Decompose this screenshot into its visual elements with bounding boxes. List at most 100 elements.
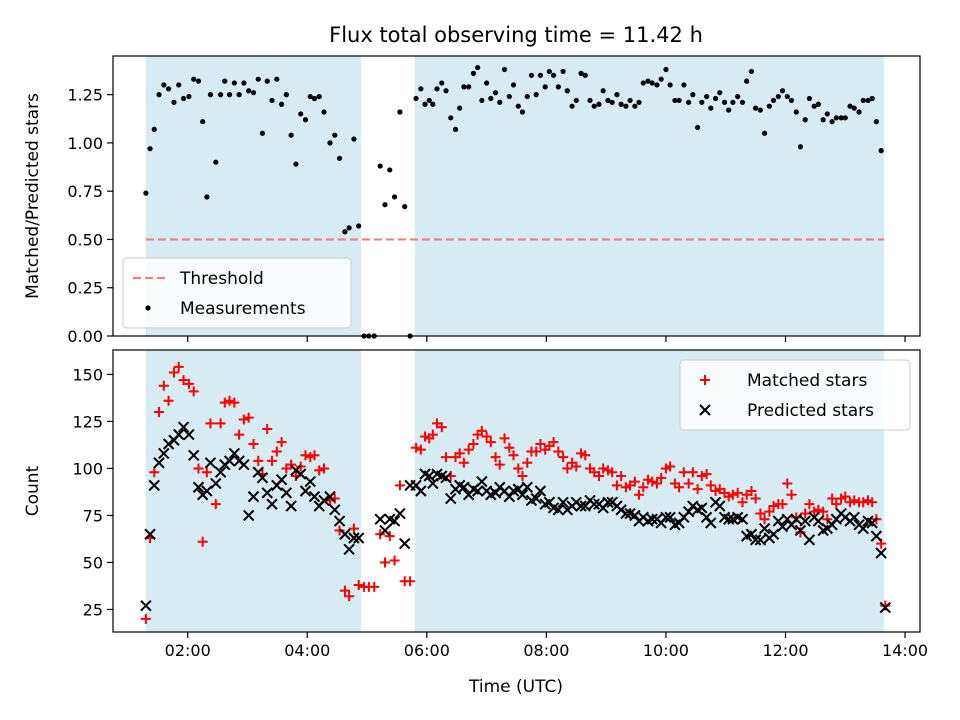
data-point xyxy=(557,496,569,508)
data-point xyxy=(299,485,312,497)
data-point xyxy=(247,490,260,503)
data-point xyxy=(609,99,615,105)
x-tick-label: 06:00 xyxy=(404,641,450,660)
data-point xyxy=(550,72,557,78)
data-point xyxy=(149,467,160,478)
data-point xyxy=(516,489,529,501)
data-point xyxy=(210,477,222,490)
data-point xyxy=(867,497,878,508)
data-point xyxy=(379,524,391,537)
data-point xyxy=(575,500,587,512)
data-point xyxy=(439,80,445,86)
data-point xyxy=(620,507,632,520)
data-point xyxy=(519,109,526,115)
data-point xyxy=(857,522,869,535)
data-point xyxy=(197,536,208,547)
data-point xyxy=(767,528,780,540)
data-point xyxy=(558,452,569,463)
data-point xyxy=(848,511,860,524)
data-point xyxy=(512,483,525,495)
data-point xyxy=(815,101,821,107)
data-point xyxy=(508,450,519,461)
data-point xyxy=(755,508,766,519)
data-point xyxy=(636,99,642,105)
data-point xyxy=(690,92,696,98)
data-point xyxy=(205,418,216,429)
data-point xyxy=(177,421,190,433)
data-point xyxy=(768,501,779,512)
data-point xyxy=(727,489,738,500)
data-point xyxy=(448,115,454,121)
data-point xyxy=(243,412,254,423)
data-point xyxy=(646,513,658,525)
data-point xyxy=(161,82,167,88)
data-point xyxy=(140,613,151,624)
data-point xyxy=(261,487,273,499)
data-point xyxy=(276,437,287,448)
data-point xyxy=(318,494,330,507)
data-point xyxy=(436,422,447,433)
y-tick-label: 0.25 xyxy=(67,279,103,298)
data-point xyxy=(569,103,575,109)
y-tick-label: 150 xyxy=(72,365,103,384)
data-point xyxy=(865,97,871,104)
data-point xyxy=(188,386,199,397)
data-point xyxy=(195,78,202,84)
data-point xyxy=(548,437,559,448)
data-point xyxy=(838,115,844,121)
legend-x-handle xyxy=(699,404,711,416)
data-point xyxy=(304,475,316,488)
data-point xyxy=(173,361,184,372)
data-point xyxy=(476,425,487,436)
data-point xyxy=(440,472,452,484)
x-tick-label: 14:00 xyxy=(882,641,928,660)
chart-title: Flux total observing time = 11.42 h xyxy=(329,23,703,47)
data-point xyxy=(860,97,866,104)
data-point xyxy=(640,80,646,86)
data-point xyxy=(470,70,477,76)
data-point xyxy=(253,455,264,466)
data-point xyxy=(391,194,398,200)
data-point xyxy=(818,506,829,517)
data-point xyxy=(308,490,321,503)
data-point xyxy=(402,204,408,210)
data-point xyxy=(770,97,777,104)
data-point xyxy=(840,491,851,502)
data-point xyxy=(866,517,878,529)
data-point xyxy=(682,505,695,518)
y-tick-label: 0.75 xyxy=(67,182,103,201)
data-point xyxy=(535,439,546,449)
data-point xyxy=(343,543,355,555)
data-point xyxy=(754,534,767,546)
data-point xyxy=(336,155,343,161)
data-point xyxy=(588,498,600,510)
data-point xyxy=(266,498,278,510)
data-point xyxy=(746,486,757,496)
data-point xyxy=(255,76,261,82)
data-point xyxy=(236,92,242,98)
data-point xyxy=(346,225,352,231)
data-point xyxy=(223,455,236,467)
data-point xyxy=(528,72,535,78)
data-point xyxy=(831,499,842,510)
data-point xyxy=(616,470,627,481)
data-point xyxy=(302,117,309,123)
data-point xyxy=(356,223,362,229)
data-point xyxy=(726,107,732,113)
data-point xyxy=(552,504,565,516)
data-point xyxy=(593,470,604,481)
data-point xyxy=(869,95,875,102)
data-point xyxy=(811,103,817,109)
data-point xyxy=(822,514,833,525)
data-point xyxy=(204,457,217,469)
data-point xyxy=(165,86,172,92)
data-point xyxy=(766,103,772,109)
data-point xyxy=(382,202,388,208)
data-point xyxy=(316,93,322,100)
data-point xyxy=(534,485,547,497)
data-point xyxy=(656,472,667,483)
data-point xyxy=(218,92,224,98)
data-point xyxy=(219,397,230,408)
data-point xyxy=(204,194,210,200)
